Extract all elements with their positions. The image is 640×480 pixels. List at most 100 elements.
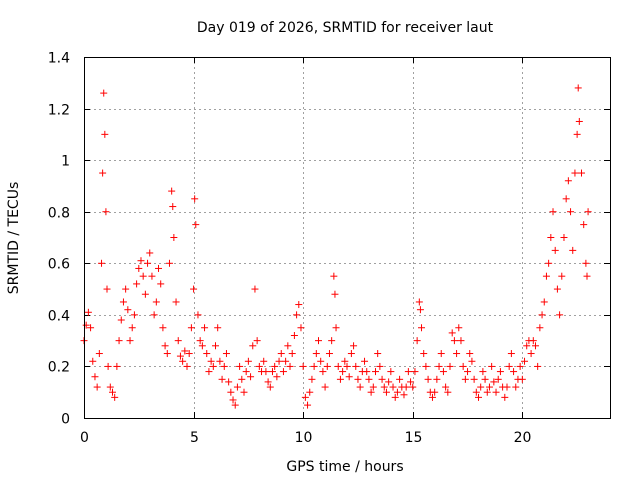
data-point xyxy=(336,375,344,383)
data-point xyxy=(450,337,458,345)
data-points-layer xyxy=(80,84,592,409)
data-point xyxy=(369,383,377,391)
data-point xyxy=(444,388,452,396)
data-point xyxy=(461,375,469,383)
data-point xyxy=(176,352,184,360)
data-point xyxy=(464,368,472,376)
data-point xyxy=(490,378,498,386)
grid-layer xyxy=(84,57,610,418)
data-point xyxy=(475,393,482,401)
data-point xyxy=(352,362,360,370)
data-point xyxy=(218,375,226,383)
data-point xyxy=(119,298,127,306)
data-point xyxy=(496,368,504,376)
data-point xyxy=(133,280,141,288)
data-point xyxy=(501,393,509,401)
y-tick-label: 0.4 xyxy=(48,309,70,325)
data-point xyxy=(350,342,358,350)
data-point xyxy=(103,285,111,293)
data-point xyxy=(233,383,241,391)
data-point xyxy=(229,396,237,404)
data-point xyxy=(583,272,591,280)
data-point xyxy=(347,350,355,358)
data-point xyxy=(396,375,404,383)
data-point xyxy=(488,362,496,370)
data-point xyxy=(98,259,106,267)
data-point xyxy=(141,290,149,298)
data-point xyxy=(472,388,480,396)
data-point xyxy=(523,342,531,350)
data-point xyxy=(393,388,401,396)
data-point xyxy=(275,357,283,365)
data-point xyxy=(168,187,176,195)
data-point xyxy=(536,324,544,332)
data-point xyxy=(159,324,167,332)
data-point xyxy=(288,350,296,358)
data-point xyxy=(242,368,250,376)
data-point xyxy=(304,401,312,409)
data-point xyxy=(569,246,577,254)
data-point xyxy=(301,393,309,401)
data-point xyxy=(244,357,252,365)
data-point xyxy=(466,350,474,358)
ticks-layer: 0 0.2 0.4 0.6 0.8 1 1.2 1.4 0 5 10 15 20 xyxy=(48,51,610,446)
data-point xyxy=(191,195,199,203)
data-point xyxy=(273,373,281,381)
data-point xyxy=(510,368,518,376)
data-point xyxy=(567,208,575,216)
data-point xyxy=(238,375,246,383)
data-point xyxy=(163,350,171,358)
data-point xyxy=(400,391,408,399)
data-point xyxy=(562,195,570,203)
data-point xyxy=(435,362,443,370)
data-point xyxy=(95,350,103,358)
data-point xyxy=(422,362,430,370)
data-point xyxy=(170,234,178,241)
data-point xyxy=(209,362,217,370)
data-point xyxy=(571,169,579,177)
data-point xyxy=(331,290,339,298)
data-point xyxy=(240,388,248,396)
data-point xyxy=(308,375,316,383)
data-point xyxy=(293,311,301,319)
data-point xyxy=(84,308,92,316)
data-point xyxy=(328,337,336,345)
data-point xyxy=(540,298,548,306)
data-point xyxy=(187,324,195,332)
data-point xyxy=(137,257,145,265)
y-tick-label: 1 xyxy=(61,154,70,170)
data-point xyxy=(582,259,590,267)
data-point xyxy=(545,259,553,267)
data-point xyxy=(297,324,305,332)
data-point xyxy=(117,316,125,324)
data-point xyxy=(446,362,454,370)
data-point xyxy=(249,342,257,350)
data-point xyxy=(415,298,423,306)
x-tick-label: 0 xyxy=(80,430,89,446)
data-point xyxy=(516,362,524,370)
data-point xyxy=(323,362,331,370)
y-tick-label: 0 xyxy=(61,412,70,428)
data-point xyxy=(135,264,143,272)
data-point xyxy=(584,208,592,216)
data-point xyxy=(99,169,107,177)
data-point xyxy=(387,368,395,376)
data-point xyxy=(371,368,379,376)
data-point xyxy=(448,329,456,337)
data-point xyxy=(564,177,572,185)
data-point xyxy=(271,362,279,370)
data-point xyxy=(479,368,487,376)
data-point xyxy=(494,375,502,383)
data-point xyxy=(343,362,351,370)
data-point xyxy=(130,311,138,319)
data-point xyxy=(279,368,287,376)
data-point xyxy=(558,272,566,280)
data-point xyxy=(192,221,200,229)
data-point xyxy=(194,311,202,319)
data-point xyxy=(354,375,362,383)
data-point xyxy=(376,362,384,370)
data-point xyxy=(378,375,386,383)
data-point xyxy=(507,350,515,358)
data-point xyxy=(144,259,152,267)
